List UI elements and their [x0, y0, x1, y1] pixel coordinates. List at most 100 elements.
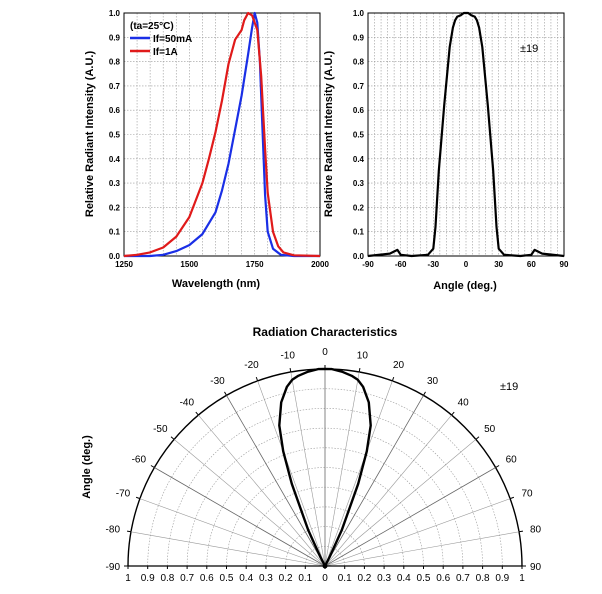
c1-x-tick-label: 1750: [246, 260, 264, 269]
polar-radial-tick-label: 0.3: [259, 573, 273, 584]
polar-angle-tick: [195, 411, 199, 416]
c2-x-tick-label: -60: [395, 260, 407, 269]
polar-angle-label: -30: [210, 376, 225, 387]
c1-y-tick-label: 0.9: [109, 33, 121, 42]
c1-y-tick-label: 0.8: [109, 58, 121, 67]
c1-y-tick-label: 0.3: [109, 179, 121, 188]
polar-angle-label: 50: [484, 424, 496, 435]
spectrum-plot-frame: [123, 12, 321, 257]
c1-y-tick-label: 0.4: [109, 155, 121, 164]
polar-angle-label: -40: [180, 397, 195, 408]
radiation-polar-chart: Radiation Characteristics 1 0.9 0.8 0.7 0.6 0…: [81, 325, 542, 584]
polar-radial-tick-label: 0.3: [377, 573, 391, 584]
polar-y-axis-label: Angle (deg.): [81, 435, 93, 499]
c1-y-tick-label: 0.1: [109, 228, 121, 237]
c1-y-tick-label: 0.7: [109, 82, 121, 91]
polar-angle-tick: [451, 411, 455, 416]
polar-angle-spoke: [154, 467, 326, 567]
c1-y-tick-label: 0.6: [109, 106, 121, 115]
polar-angle-tick: [170, 436, 175, 440]
c1-series-line-0: [124, 11, 320, 258]
c1-series-line-1: [123, 11, 321, 258]
c2-y-tick-label: 0.5: [353, 131, 365, 140]
polar-radial-tick-label: 0.2: [279, 573, 293, 584]
polar-radial-tick-label: 0: [322, 573, 328, 584]
polar-chart-title: Radiation Characteristics: [253, 325, 398, 339]
polar-angle-label: 20: [393, 360, 405, 371]
c2-y-tick-label: 0.0: [353, 252, 365, 261]
c1-y-tick-label: 0.0: [109, 252, 121, 261]
polar-angle-tick: [509, 496, 515, 500]
angle-x-axis-label: Angle (deg.): [433, 280, 497, 292]
polar-radial-tick-label: 0.4: [397, 573, 411, 584]
polar-angle-tick: [518, 530, 524, 533]
polar-angle-spoke: [226, 395, 326, 567]
polar-radial-ring: [285, 526, 365, 567]
c2-y-tick-label: 0.3: [353, 179, 365, 188]
angle-y-axis-label: Relative Radiant Intensity (A.U.): [323, 51, 335, 218]
polar-radial-tick-label: 1: [125, 573, 131, 584]
polar-angle-label: 60: [506, 455, 518, 466]
angle-chart: 0.0 0.1 0.2 0.3 0.4 0.5 0.6 0.7 0.8 0.9 1.0 -90 -60 -…: [323, 9, 569, 292]
polar-angle-spoke: [173, 439, 326, 567]
polar-radial-tick-label: 0.6: [436, 573, 450, 584]
c2-y-tick-label: 0.1: [353, 228, 365, 237]
c2-x-tick-label: -30: [428, 260, 440, 269]
polar-angle-label: -10: [280, 350, 295, 361]
c2-x-tick-label: 0: [464, 260, 469, 269]
c1-y-tick-label: 0.2: [109, 203, 121, 212]
polar-angle-tick: [423, 391, 426, 396]
polar-radial-tick-label: 0.8: [160, 573, 174, 584]
c2-x-tick-label: -90: [362, 260, 374, 269]
polar-radial-tick-label: 0.7: [180, 573, 194, 584]
polar-radial-tick-label: 0.7: [456, 573, 470, 584]
polar-radial-tick-label: 0.9: [141, 573, 155, 584]
polar-origin-dot: [322, 563, 328, 569]
polar-angle-spoke: [130, 531, 326, 567]
polar-angle-spoke: [257, 380, 326, 567]
polar-angle-label: -20: [244, 360, 259, 371]
polar-angle-tick: [358, 367, 361, 373]
polar-angle-label: -70: [116, 488, 131, 499]
polar-angle-tick: [255, 376, 259, 382]
polar-angle-label: -80: [106, 525, 121, 536]
c1-x-tick-label: 1500: [180, 260, 198, 269]
polar-radial-tick-label: 0.9: [495, 573, 509, 584]
c2-y-tick-label: 0.6: [353, 106, 365, 115]
polar-angle-spoke: [324, 414, 452, 567]
polar-angle-spoke: [324, 439, 477, 567]
angle-half-angle-annotation: ±19: [520, 43, 538, 55]
polar-angle-label: -60: [132, 455, 147, 466]
spectrum-legend-50ma-label: If=50mA: [153, 34, 192, 45]
polar-angle-tick: [495, 465, 500, 468]
c1-y-tick-label: 0.5: [109, 131, 121, 140]
spectrum-y-axis-label: Relative Radiant Intensity (A.U.): [84, 51, 96, 218]
c2-x-tick-label: 30: [494, 260, 503, 269]
polar-angle-spoke: [139, 498, 326, 567]
polar-angle-spoke: [198, 414, 326, 567]
polar-radial-tick-label: 0.8: [476, 573, 490, 584]
polar-angle-label: 90: [530, 562, 542, 573]
polar-half-angle-annotation: ±19: [500, 381, 518, 393]
polar-radial-tick-label: 0.1: [338, 573, 352, 584]
polar-radial-tick-label: 1: [519, 573, 525, 584]
polar-angle-spoke: [290, 371, 326, 567]
polar-radial-tick-label: 0.4: [239, 573, 253, 584]
c2-y-tick-label: 0.2: [353, 203, 365, 212]
polar-angle-tick: [135, 496, 141, 500]
polar-angle-spoke: [324, 531, 520, 567]
polar-angle-tick: [289, 367, 292, 373]
polar-angle-spoke: [324, 371, 360, 567]
polar-angle-tick: [150, 465, 155, 468]
spectrum-x-axis-label: Wavelength (nm): [172, 278, 261, 290]
polar-angle-label: 40: [458, 397, 470, 408]
polar-radial-ring: [147, 388, 503, 567]
polar-angle-tick: [126, 530, 132, 533]
polar-angle-spoke: [324, 380, 393, 567]
c1-x-tick-label: 1250: [115, 260, 133, 269]
polar-angle-tick: [224, 391, 227, 396]
c2-x-tick-label: 90: [560, 260, 569, 269]
polar-radial-tick-label: 0.1: [298, 573, 312, 584]
polar-radial-tick-label: 0.6: [200, 573, 214, 584]
